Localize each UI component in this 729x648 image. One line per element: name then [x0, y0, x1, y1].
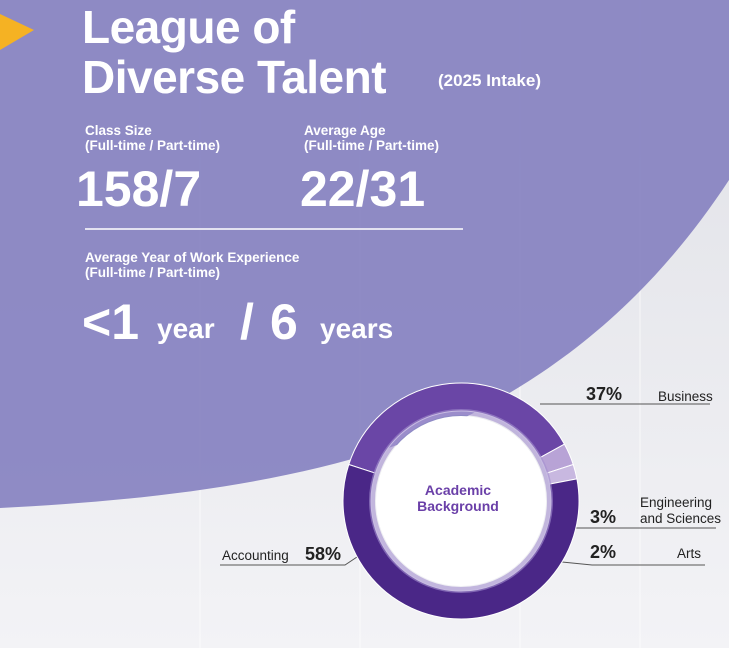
- class-size-value: 158/7: [76, 161, 202, 217]
- page-title-line2: Diverse Talent: [82, 51, 387, 103]
- work-exp-pt-unit: years: [320, 313, 394, 344]
- work-exp-sublabel: (Full-time / Part-time): [85, 265, 221, 280]
- eng-label-line1: Engineering: [640, 495, 713, 510]
- leader-accounting: [220, 554, 361, 566]
- average-age-label: Average Age: [304, 123, 386, 138]
- donut-hole: [376, 416, 546, 586]
- chart-title-line1: Academic: [424, 482, 492, 498]
- chart-title-line2: Background: [417, 498, 499, 514]
- average-age-sublabel: (Full-time / Part-time): [304, 138, 440, 153]
- inner-ring: [369, 409, 553, 593]
- leader-arts: [561, 561, 705, 566]
- purple-panel: [0, 0, 729, 508]
- eng-pct: 3%: [590, 507, 617, 527]
- business-pct: 37%: [586, 384, 623, 404]
- accounting-pct: 58%: [305, 544, 342, 564]
- accent-triangle: [0, 14, 34, 50]
- accounting-label: Accounting: [222, 548, 289, 563]
- arts-label: Arts: [677, 546, 702, 561]
- class-size-label: Class Size: [85, 123, 152, 138]
- work-exp-separator: /: [240, 294, 254, 350]
- work-exp-ft-unit: year: [157, 313, 215, 344]
- arts-pct: 2%: [590, 542, 617, 562]
- work-exp-ft-value: <1: [82, 294, 140, 350]
- business-label: Business: [658, 389, 713, 404]
- intake-label: (2025 Intake): [438, 71, 541, 90]
- page-title-line1: League of: [82, 1, 295, 53]
- work-exp-label: Average Year of Work Experience: [85, 250, 300, 265]
- eng-label-line2: and Sciences: [640, 511, 722, 526]
- work-exp-pt-value: 6: [270, 294, 298, 350]
- donut-chart: [342, 382, 580, 620]
- average-age-value: 22/31: [300, 161, 426, 217]
- class-size-sublabel: (Full-time / Part-time): [85, 138, 221, 153]
